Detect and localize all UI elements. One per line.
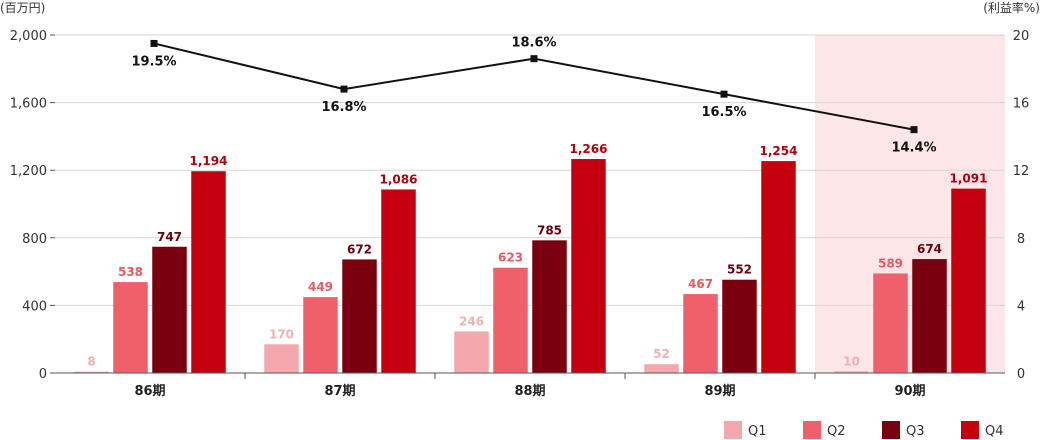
bar-value-label: 674 (917, 242, 942, 256)
category-label: 90期 (894, 384, 925, 399)
profit-rate-marker (530, 55, 538, 63)
right-tick-label: 8 (1017, 232, 1025, 247)
left-tick-label: 400 (22, 299, 47, 314)
right-axis-ticks: 0 4 8 12 16 20 (1013, 29, 1030, 382)
right-axis-unit: (利益率%) (983, 0, 1040, 15)
value-labels: 8 538 747 1,194 170 449 672 1,086 246 623 785 1,266… (87, 142, 987, 369)
profit-rate-marker (340, 85, 348, 93)
left-tick-label: 1,600 (10, 97, 47, 112)
legend-swatch-q4 (961, 421, 979, 439)
left-axis-ticks: 0 400 800 1,200 1,600 2,000 (10, 29, 47, 382)
profit-rate-marker (150, 39, 158, 47)
profit-rate-label: 16.8% (321, 100, 366, 115)
bar-value-label: 785 (537, 223, 562, 237)
legend-label: Q2 (827, 424, 846, 439)
bar-q2 (683, 294, 718, 373)
bar-value-label: 52 (653, 347, 670, 361)
bar-q3 (532, 240, 567, 373)
bar-q4 (761, 161, 796, 373)
profit-rate-label: 18.6% (511, 36, 556, 51)
bar-q4 (951, 188, 986, 373)
bar-value-label: 1,091 (950, 172, 988, 186)
right-tick-label: 12 (1013, 164, 1030, 179)
bar-value-label: 1,254 (760, 144, 798, 158)
bar-q2 (113, 282, 148, 373)
bar-value-label: 672 (347, 242, 372, 256)
right-tick-label: 20 (1013, 29, 1030, 44)
bar-value-label: 1,194 (190, 154, 228, 168)
bar-q1 (644, 364, 679, 373)
bar-q2 (873, 273, 908, 373)
bar-q3 (912, 259, 947, 373)
bar-q3 (342, 259, 377, 373)
profit-rate-marker (910, 126, 918, 134)
profit-rate-label: 16.5% (701, 105, 746, 120)
bar-value-label: 449 (308, 280, 333, 294)
x-axis-ticks (244, 373, 816, 379)
legend-label: Q1 (748, 424, 767, 439)
bar-q3 (152, 246, 187, 373)
bar-q1 (74, 371, 109, 374)
left-tick-label: 1,200 (10, 164, 47, 179)
left-tick-label: 800 (22, 232, 47, 247)
right-tick-label: 0 (1017, 367, 1025, 382)
profit-rate-line: 19.5% 16.8% 18.6% 16.5% 14.4% (131, 36, 936, 156)
bar-q1 (834, 371, 869, 373)
legend-swatch-q2 (803, 421, 821, 439)
bar-q3 (722, 279, 757, 373)
bar-q4 (571, 159, 606, 373)
bar-q2 (493, 267, 528, 373)
profit-rate-marker (720, 90, 728, 98)
bar-value-label: 170 (269, 327, 294, 341)
left-tick-label: 2,000 (10, 29, 47, 44)
profit-rate-label: 19.5% (131, 54, 176, 69)
left-tick-label: 0 (39, 367, 47, 382)
category-label: 86期 (134, 384, 165, 399)
bar-q1 (454, 331, 489, 373)
bar-value-label: 8 (87, 355, 95, 369)
right-tick-label: 4 (1017, 299, 1025, 314)
left-axis-unit: (百万円) (0, 1, 45, 15)
bar-value-label: 467 (688, 277, 713, 291)
bar-value-label: 1,086 (380, 172, 418, 186)
profit-rate-label: 14.4% (891, 141, 936, 156)
bar-value-label: 10 (843, 354, 860, 368)
bar-value-label: 747 (157, 230, 182, 244)
legend-label: Q4 (985, 424, 1004, 439)
legend-label: Q3 (906, 424, 925, 439)
bar-value-label: 552 (727, 263, 752, 277)
bar-value-label: 538 (118, 265, 143, 279)
legend: Q1 Q2 Q3 Q4 (724, 421, 1004, 439)
bar-q4 (381, 189, 416, 373)
bar-value-label: 246 (459, 314, 484, 328)
legend-swatch-q1 (724, 421, 742, 439)
bars (74, 159, 986, 374)
category-label: 88期 (514, 384, 545, 399)
bar-q1 (264, 344, 299, 373)
category-label: 89期 (704, 384, 735, 399)
bar-value-label: 623 (498, 251, 523, 265)
category-labels: 86期 87期 88期 89期 90期 (134, 384, 925, 399)
category-label: 87期 (324, 384, 355, 399)
bar-q4 (191, 171, 226, 373)
right-tick-label: 16 (1013, 97, 1030, 112)
bar-value-label: 589 (878, 256, 903, 270)
legend-swatch-q3 (882, 421, 900, 439)
bar-q2 (303, 297, 338, 373)
bar-value-label: 1,266 (570, 142, 608, 156)
